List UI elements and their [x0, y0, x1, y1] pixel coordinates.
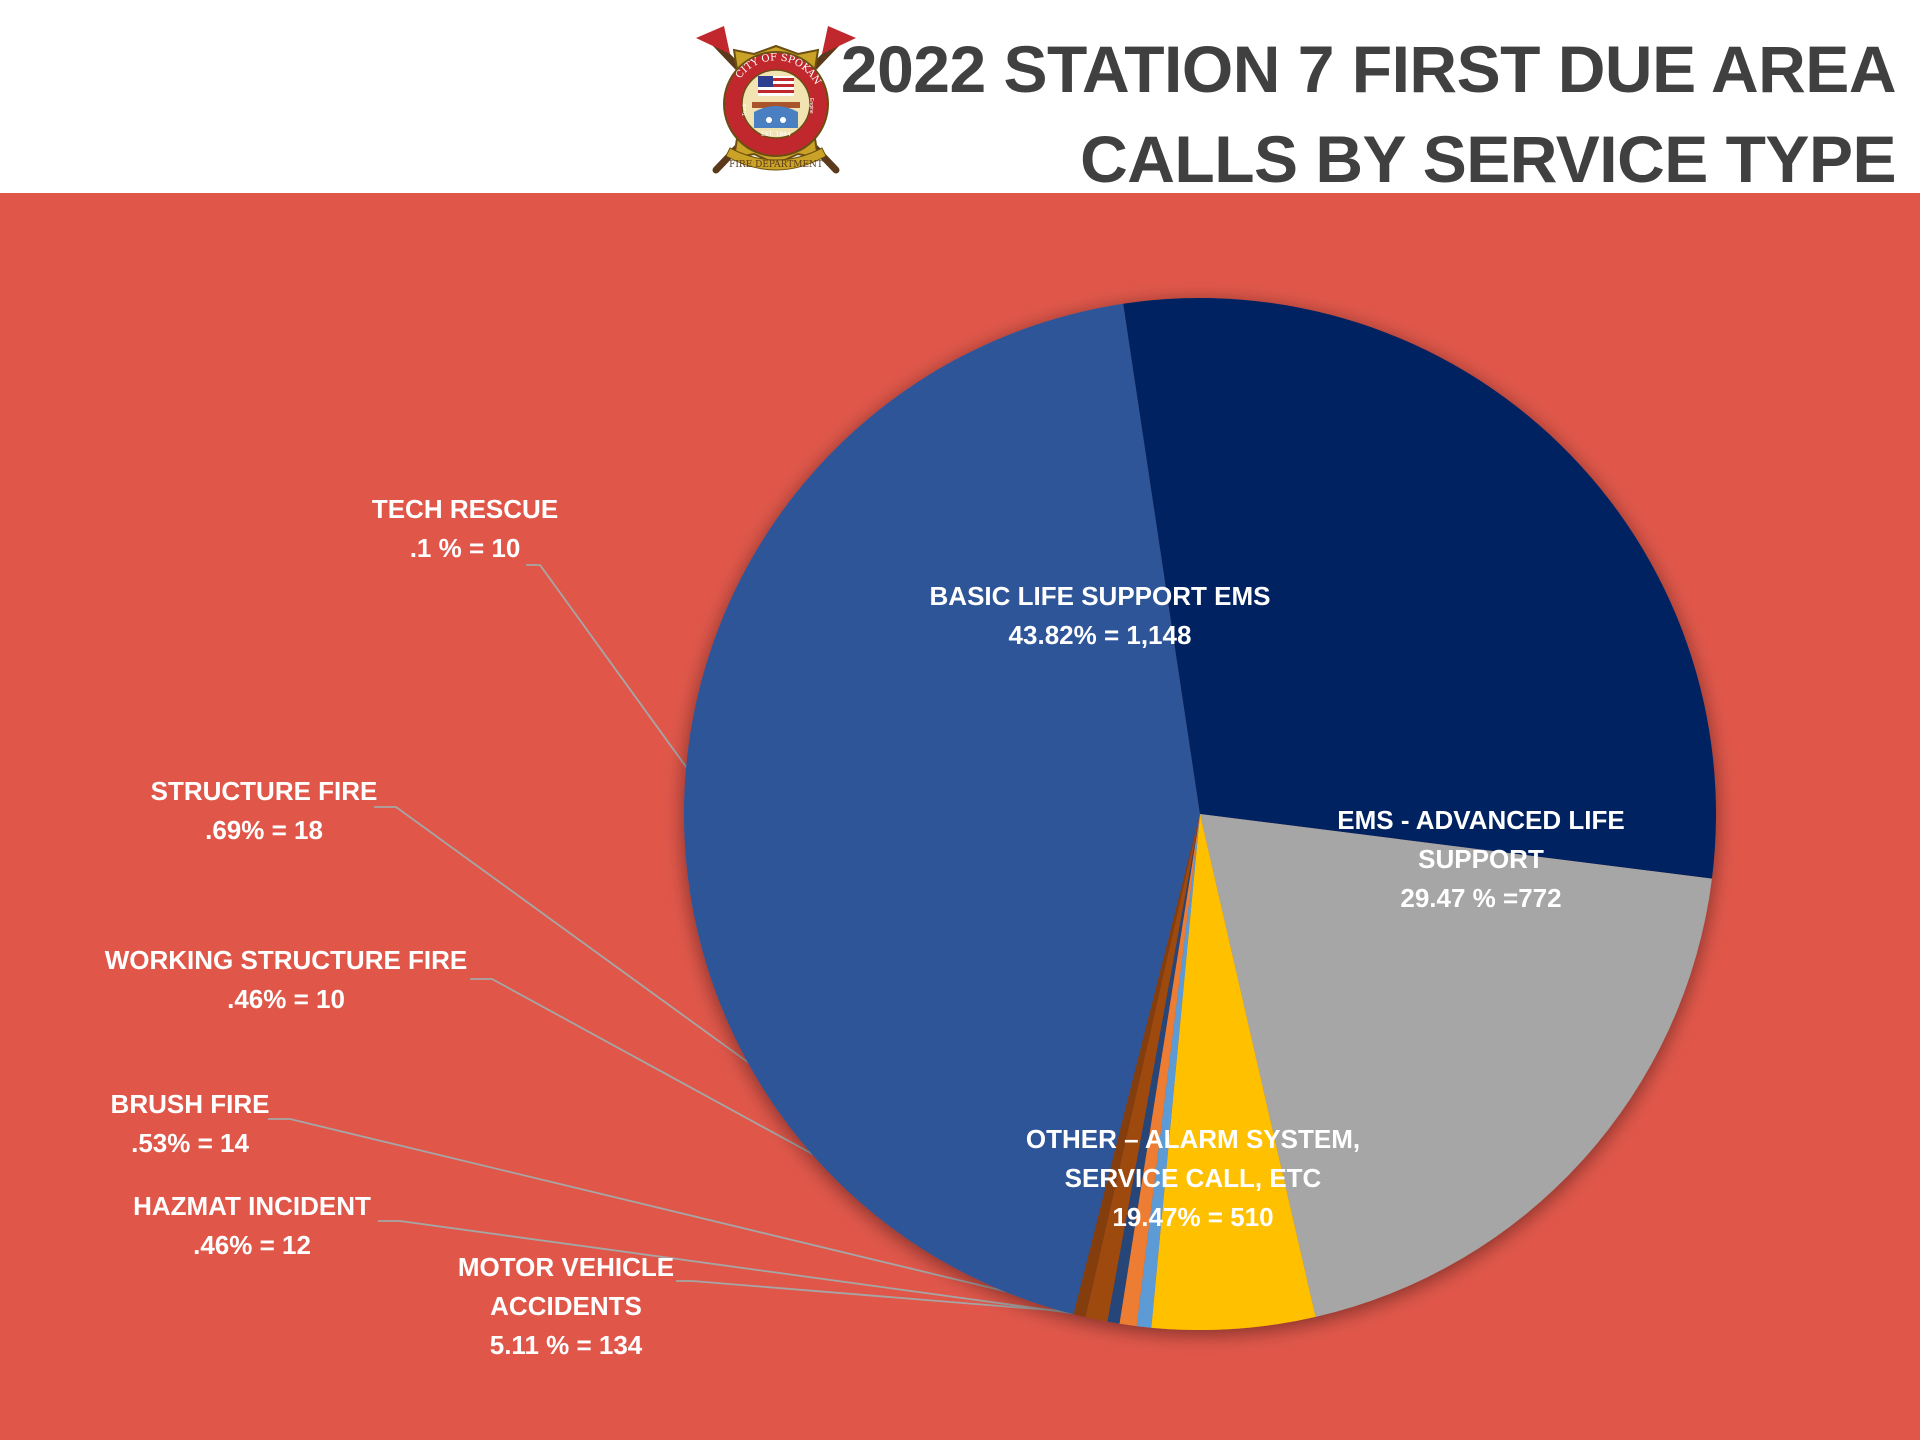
pie-slices: [683, 297, 1716, 1331]
slice-other-alarm-system-service-call-etc: [1200, 814, 1712, 1317]
label-tech-rescue: TECH RESCUE .1 % = 10: [372, 494, 558, 563]
title-line-2: CALLS BY SERVICE TYPE: [1080, 122, 1896, 196]
label-ems-advanced-life-support: EMS - ADVANCED LIFE SUPPORT 29.47 % =772: [1337, 805, 1624, 913]
label-working-structure-fire: WORKING STRUCTURE FIRE .46% = 10: [105, 945, 468, 1014]
slice-working-structure-fire: [1107, 814, 1200, 1324]
logo-text-bottom: FIRE DEPARTMENT: [729, 160, 823, 170]
page-title: 2022 STATION 7 FIRST DUE AREA CALLS BY S…: [796, 24, 1897, 204]
slice-motor-vehicle-accidents: [1151, 814, 1316, 1331]
slice-structure-fire: [1085, 814, 1200, 1322]
slice-hazmat-incident: [1136, 814, 1200, 1328]
slice-ems-advanced-life-support: [1123, 297, 1716, 879]
chart-area: BASIC LIFE SUPPORT EMS 43.82% = 1,148 EMS …: [0, 193, 1920, 1440]
logo-side-right: Engine: [808, 98, 814, 114]
label-motor-vehicle-accidents: MOTOR VEHICLE ACCIDENTS 5.11 % = 134: [458, 1252, 674, 1360]
label-other-alarm-system-service-call-etc: OTHER – ALARM SYSTEM, SERVICE CALL, ETC 19…: [1026, 1124, 1360, 1232]
slice-labels: BASIC LIFE SUPPORT EMS 43.82% = 1,148 EMS …: [105, 494, 1625, 1360]
slice-tech-rescue: [1073, 814, 1200, 1318]
label-brush-fire: BRUSH FIRE .53% = 14: [111, 1089, 270, 1158]
logo-est: EST. 1884: [761, 131, 791, 138]
label-structure-fire: STRUCTURE FIRE .69% = 18: [151, 776, 378, 845]
slice-basic-life-support-ems: [683, 303, 1200, 1315]
label-basic-life-support-ems: BASIC LIFE SUPPORT EMS 43.82% = 1,148: [930, 581, 1271, 650]
pie-chart: BASIC LIFE SUPPORT EMS 43.82% = 1,148 EMS …: [105, 297, 1716, 1360]
title-line-1: 2022 STATION 7 FIRST DUE AREA: [840, 32, 1897, 106]
logo-side-left: Truck: [742, 103, 748, 116]
leader-hazmat-incident: [378, 1220, 1145, 1324]
leader-brush-fire: [268, 1118, 1129, 1322]
label-hazmat-incident: HAZMAT INCIDENT .46% = 12: [133, 1191, 371, 1260]
slice-brush-fire: [1119, 814, 1200, 1327]
